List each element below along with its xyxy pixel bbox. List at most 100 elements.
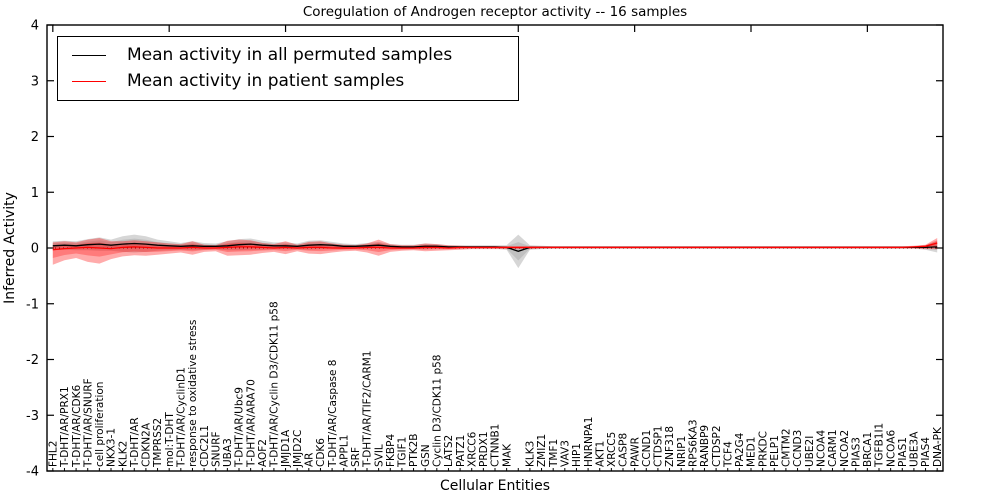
x-tick-label: RPS6KA3 [688,419,700,467]
x-tick-label: T-DHT/AR/Cyclin D3/CDK11 p58 [269,301,281,468]
legend: Mean activity in all permuted samples Mea… [57,36,519,101]
x-tick-label: TGFB1I1 [874,423,886,468]
x-tick-label: T-DHT/AR/Ubc9 [234,387,246,468]
legend-line-swatch [72,80,106,82]
x-tick-label: FKBP4 [385,434,397,467]
x-tick-label: PIAS4 [920,437,932,467]
x-tick-label: AR [304,453,316,467]
x-axis-label: Cellular Entities [440,478,550,494]
legend-item: Mean activity in all permuted samples [58,42,518,68]
x-tick-label: GSN [420,444,432,467]
x-tick-label: APPL1 [338,435,350,467]
legend-label: Mean activity in patient samples [127,71,405,91]
x-tick-label: NCOA2 [839,430,851,467]
x-tick-label: UBA3 [222,438,234,467]
x-tick-label: SNURF [210,431,222,467]
x-tick-label: HNRNPA1 [583,417,595,467]
x-tick-label: FHL2 [48,441,60,467]
x-tick-label: VAV3 [560,440,572,467]
x-tick-label: RANBP9 [699,425,711,467]
x-tick-label: CARM1 [827,429,839,467]
x-tick-label: CCND3 [792,430,804,467]
x-tick-label: SVIL [373,444,385,467]
x-tick-label: CASP8 [618,433,630,467]
x-tick-label: PIAS3 [850,437,862,467]
x-tick-label: TGIF1 [397,437,409,468]
x-tick-label: NRIP1 [676,436,688,467]
x-tick-label: JMJD2C [292,430,304,468]
x-tick-label: T-DHT/AR/Caspase 8 [327,360,339,468]
x-tick-label: HIP1 [571,443,583,467]
x-tick-label: CTNNB1 [490,424,502,467]
x-tick-label: PTK2B [408,433,420,467]
x-tick-label: PRKDC [757,431,769,467]
x-tick-label: T-DHT/AR/TIF2/CARM1 [362,350,374,468]
x-tick-label: LATS2 [443,435,455,467]
x-tick-label: PA2G4 [734,432,746,467]
x-tick-label: TMPRSS2 [152,418,164,468]
patient-mean-line [52,242,938,251]
x-tick-label: CCND1 [641,430,653,467]
permuted-band [52,234,938,269]
x-tick-label: Cyclin D3/CDK11 p58 [432,355,444,467]
legend-item: Mean activity in patient samples [58,68,518,94]
y-tick-label: 4 [31,19,39,34]
x-tick-label: ZNF318 [664,426,676,467]
x-tick-label: PAWR [629,437,641,467]
x-tick-label: UBE3A [909,431,921,467]
x-tick-label: XRCC5 [606,432,618,467]
y-tick-label: 0 [31,242,39,257]
patient-band-inner [52,240,938,258]
chart-title: Coregulation of Androgen receptor activi… [303,4,687,20]
x-tick-label: TCF4 [722,441,734,468]
y-tick-label: -1 [26,297,39,312]
x-tick-label: NCOA6 [885,430,897,467]
legend-label: Mean activity in all permuted samples [127,45,453,65]
x-tick-label: T-DHT/AR/CyclinD1 [176,367,188,468]
x-tick-label: JMJD1A [280,429,292,468]
x-tick-label: CTDSP1 [653,425,665,467]
x-tick-label: T-DHT/AR [129,417,141,468]
x-tick-label: T-DHT/AR/CDK6 [71,385,83,468]
x-tick-label: T-DHT/AR/PRX1 [59,386,71,468]
y-tick-label: 3 [31,74,39,89]
x-tick-label: PIAS1 [897,437,909,467]
x-tick-label: BRCA1 [862,432,874,467]
x-tick-label: DNA-PK [932,426,944,467]
x-tick-label: KLK2 [117,441,129,467]
permuted-band-inner [52,238,938,261]
x-tick-label: MED1 [746,437,758,467]
x-tick-label: UBE2I [804,436,816,467]
x-tick-label: SRF [350,447,362,467]
x-tick-label: CMTM2 [781,428,793,467]
x-tick-label: T-DHT/AR/SNURF [82,378,94,468]
x-tick-label: response to oxidative stress [187,320,199,467]
x-tick-label: MAK [501,443,513,467]
x-tick-label: T-DHT/AR/ARA70 [245,379,257,468]
y-tick-label: -3 [26,409,39,424]
x-tick-label: KLK3 [525,441,537,467]
x-tick-label: NKX3-1 [106,428,118,467]
x-tick-label: TMF1 [548,439,560,468]
y-tick-label: -2 [26,353,39,368]
x-tick-label: ZMIZ1 [536,434,548,467]
x-tick-label: XRCC6 [466,431,478,467]
x-tick-label: CDKN2A [141,422,153,467]
y-axis-label: Inferred Activity [2,192,18,304]
y-tick-label: -4 [26,465,39,480]
x-tick-label: AKT1 [594,441,606,467]
x-tick-label: CTDSP2 [711,425,723,467]
legend-line-swatch [72,54,106,56]
x-tick-label: cell proliferation [94,382,106,467]
x-tick-label: AOF2 [257,439,269,467]
x-tick-label: CDC2L1 [199,425,211,467]
x-tick-label: NCOA4 [816,430,828,467]
x-tick-label: PATZ1 [455,435,467,467]
x-tick-label: PRDX1 [478,431,490,467]
x-tick-label: mol:T-DHT [164,412,176,467]
y-tick-label: 2 [31,130,39,145]
x-tick-label: CDK6 [315,438,327,467]
y-tick-label: 1 [31,186,39,201]
